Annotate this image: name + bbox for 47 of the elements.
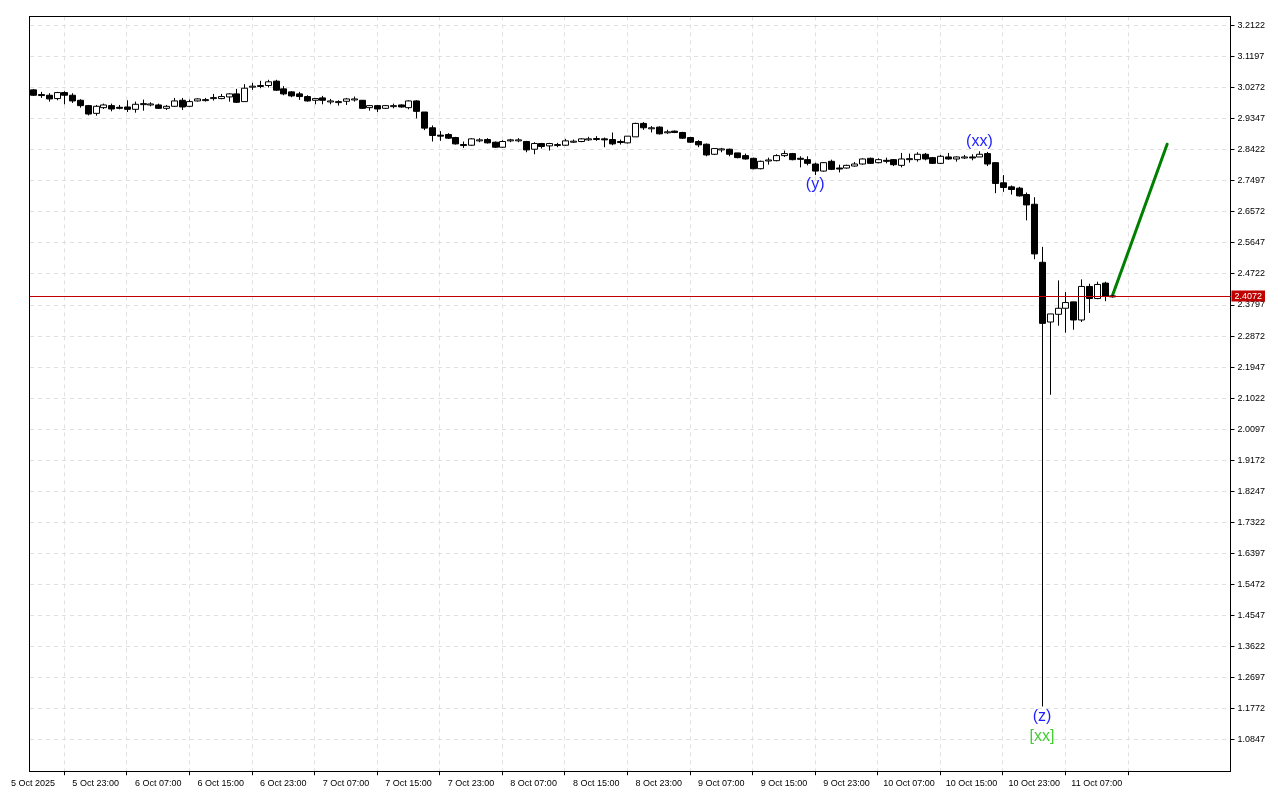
y-tick-label: 3.2122	[1237, 20, 1265, 31]
y-tick-label: 1.3622	[1237, 640, 1265, 651]
y-tick-label: 2.0097	[1237, 423, 1265, 434]
y-tick-label: 1.5472	[1237, 578, 1265, 589]
x-tick-label: 7 Oct 23:00	[447, 778, 495, 789]
y-tick-label: 1.7322	[1237, 516, 1265, 527]
x-tick-label: 6 Oct 23:00	[260, 778, 307, 789]
x-tick-label: 10 Oct 15:00	[945, 778, 998, 789]
y-tick-label: 1.1772	[1237, 702, 1265, 713]
x-tick-label: 5 Oct 23:00	[72, 778, 119, 789]
y-tick-label: 2.3797	[1237, 299, 1265, 310]
y-tick-label: 1.8247	[1237, 485, 1265, 496]
x-tick-label: 9 Oct 23:00	[823, 778, 870, 789]
y-tick-label: 2.8422	[1237, 144, 1265, 155]
y-tick-label: 3.0272	[1237, 82, 1265, 93]
annotation: (y)	[805, 175, 825, 193]
annotation: [xx]	[1029, 726, 1055, 744]
annotation: (xx)	[966, 131, 993, 149]
y-tick-label: 2.1022	[1237, 392, 1265, 403]
x-tick-label: 10 Oct 23:00	[1008, 778, 1060, 789]
y-tick-label: 2.2872	[1237, 330, 1265, 341]
y-tick-label: 2.4722	[1237, 268, 1265, 279]
x-tick-label: 6 Oct 15:00	[197, 778, 245, 789]
x-tick-label: 11 Oct 07:00	[1071, 778, 1123, 789]
x-tick-label: 8 Oct 23:00	[635, 778, 683, 789]
x-tick-label: 6 Oct 07:00	[134, 778, 182, 789]
x-tick-label: 7 Oct 07:00	[322, 778, 370, 789]
y-tick-label: 1.6397	[1237, 547, 1265, 558]
y-tick-label: 3.1197	[1237, 51, 1265, 62]
y-tick-label: 2.1947	[1237, 361, 1265, 372]
y-tick-label: 2.5647	[1237, 237, 1265, 248]
x-tick-label: 10 Oct 07:00	[883, 778, 935, 789]
x-tick-label: 8 Oct 15:00	[572, 778, 620, 789]
x-tick-label: 5 Oct 2025	[11, 778, 56, 789]
y-tick-label: 1.2697	[1237, 671, 1265, 682]
x-tick-label: 7 Oct 15:00	[385, 778, 432, 789]
y-tick-label: 1.0847	[1237, 733, 1265, 744]
y-tick-label: 2.9347	[1237, 113, 1265, 124]
y-tick-label: 2.7497	[1237, 175, 1265, 186]
y-tick-label: 1.9172	[1237, 454, 1265, 465]
y-tick-label: 1.4547	[1237, 609, 1265, 620]
x-tick-label: 8 Oct 07:00	[510, 778, 557, 789]
annotation: (z)	[1032, 706, 1052, 724]
x-tick-label: 9 Oct 15:00	[760, 778, 808, 789]
y-tick-label: 2.6572	[1237, 206, 1265, 217]
ref-line-label: 2.4072	[1234, 290, 1262, 301]
x-tick-label: 9 Oct 07:00	[698, 778, 745, 789]
